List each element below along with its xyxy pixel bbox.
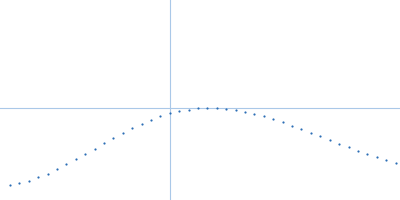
Point xyxy=(355,149,361,152)
Point xyxy=(138,122,145,125)
Point xyxy=(92,147,98,150)
Point xyxy=(289,124,295,127)
Point xyxy=(157,115,164,118)
Point xyxy=(73,158,79,161)
Point xyxy=(167,112,173,115)
Point xyxy=(120,131,126,134)
Point xyxy=(101,142,107,145)
Point xyxy=(251,112,258,116)
Point xyxy=(7,183,13,187)
Point xyxy=(280,121,286,124)
Point xyxy=(317,135,324,138)
Point xyxy=(186,108,192,111)
Point xyxy=(16,182,23,185)
Point xyxy=(364,152,370,156)
Point xyxy=(214,107,220,110)
Point xyxy=(195,107,201,110)
Point xyxy=(270,118,276,121)
Point xyxy=(26,179,32,182)
Point xyxy=(392,161,399,164)
Point xyxy=(223,107,230,110)
Point xyxy=(54,168,60,171)
Point xyxy=(82,152,88,156)
Point xyxy=(35,176,42,179)
Point xyxy=(261,115,267,118)
Point xyxy=(242,110,248,113)
Point xyxy=(148,118,154,121)
Point xyxy=(345,146,352,149)
Point xyxy=(176,110,182,113)
Point xyxy=(129,127,136,130)
Point xyxy=(44,172,51,175)
Point xyxy=(336,142,342,145)
Point xyxy=(63,163,70,166)
Point xyxy=(110,136,117,140)
Point xyxy=(298,128,305,131)
Point xyxy=(232,108,239,112)
Point xyxy=(308,131,314,134)
Point xyxy=(383,158,389,162)
Point xyxy=(326,139,333,142)
Point xyxy=(374,155,380,159)
Point xyxy=(204,106,211,110)
